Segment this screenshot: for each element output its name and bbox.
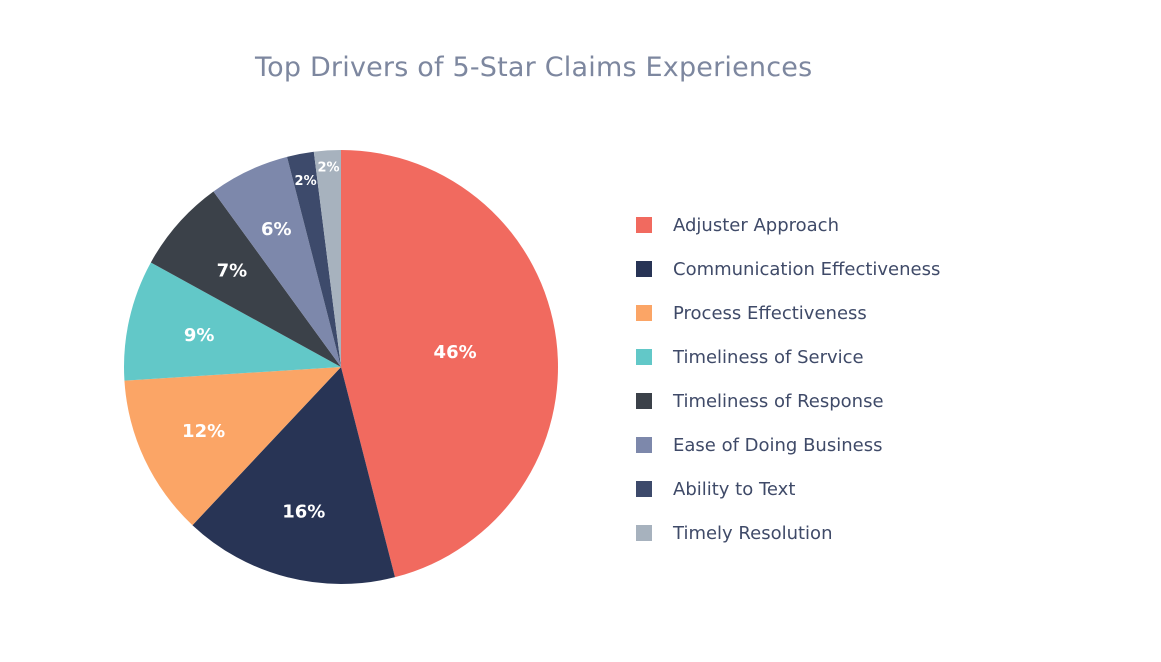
legend-label: Timely Resolution <box>673 522 833 544</box>
legend-item: Timeliness of Response <box>636 379 940 423</box>
legend-swatch <box>636 393 652 409</box>
pie-slice-ease-of-doing-business <box>213 156 341 367</box>
pie-slice-adjuster-approach <box>341 150 558 578</box>
pie-slice-timeliness-of-response <box>150 191 341 367</box>
pie-data-label: 46% <box>434 342 477 363</box>
pie-slice-timely-resolution <box>313 150 341 367</box>
pie-slice-timeliness-of-service <box>124 262 341 381</box>
pie-slice-ability-to-text <box>287 151 341 367</box>
legend-label: Ease of Doing Business <box>673 434 883 456</box>
legend-swatch <box>636 217 652 233</box>
legend-item: Ease of Doing Business <box>636 423 940 467</box>
pie-slice-process-effectiveness <box>124 367 342 526</box>
pie-data-label: 2% <box>295 174 317 189</box>
legend-item: Communication Effectiveness <box>636 247 940 291</box>
legend-swatch <box>636 481 652 497</box>
legend-swatch <box>636 525 652 541</box>
legend-label: Ability to Text <box>673 478 796 500</box>
pie-data-label: 7% <box>217 260 248 281</box>
legend-item: Ability to Text <box>636 467 940 511</box>
legend-item: Adjuster Approach <box>636 203 940 247</box>
legend-swatch <box>636 305 652 321</box>
legend-item: Timeliness of Service <box>636 335 940 379</box>
pie-data-label: 9% <box>184 325 215 346</box>
legend-label: Timeliness of Response <box>673 390 884 412</box>
pie-data-label: 16% <box>282 502 325 523</box>
legend-label: Communication Effectiveness <box>673 258 941 280</box>
legend-item: Timely Resolution <box>636 511 940 555</box>
legend-label: Process Effectiveness <box>673 302 867 324</box>
pie-data-label: 12% <box>182 421 225 442</box>
legend-swatch <box>636 349 652 365</box>
legend-label: Timeliness of Service <box>673 346 864 368</box>
pie-data-label: 2% <box>317 160 339 175</box>
pie-data-label: 6% <box>261 219 292 240</box>
legend-label: Adjuster Approach <box>673 214 839 236</box>
pie-slice-communication-effectiveness <box>192 367 395 585</box>
chart-legend: Adjuster Approach Communication Effective… <box>636 203 940 555</box>
legend-item: Process Effectiveness <box>636 291 940 335</box>
legend-swatch <box>636 261 652 277</box>
legend-swatch <box>636 437 652 453</box>
chart-title: Top Drivers of 5-Star Claims Experiences <box>255 52 813 83</box>
